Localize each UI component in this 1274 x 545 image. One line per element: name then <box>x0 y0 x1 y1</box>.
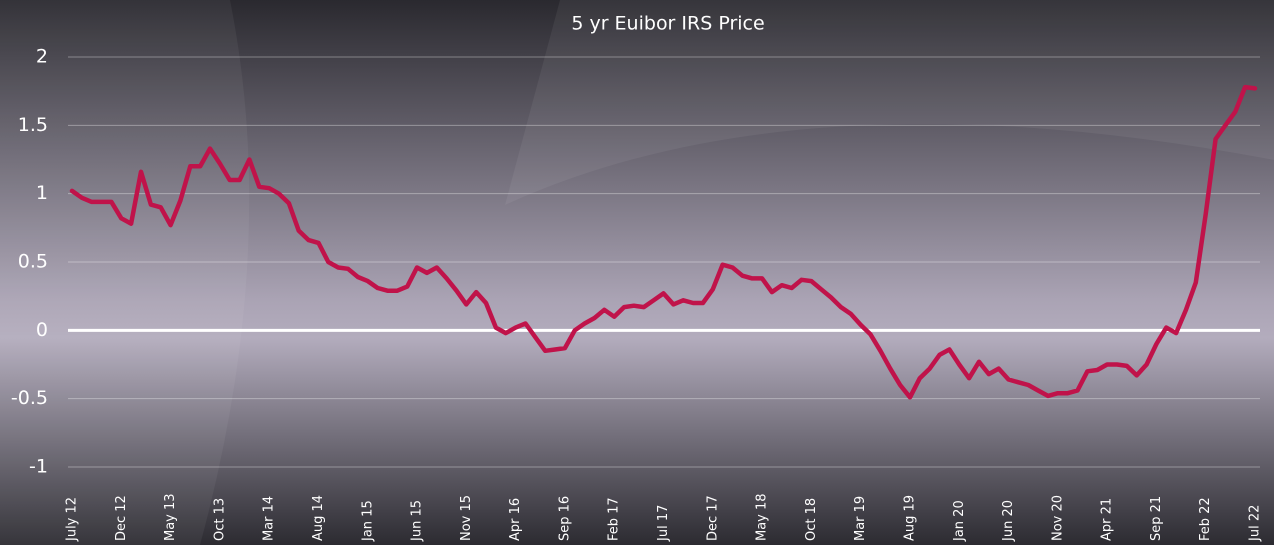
x-tick-label: Feb 17 <box>607 497 622 541</box>
decor <box>505 0 1274 205</box>
y-tick-label: 2 <box>36 46 48 68</box>
marks <box>69 84 1258 400</box>
x-tick-label: May 13 <box>163 493 178 541</box>
x-tick-label: Nov 20 <box>1050 495 1065 541</box>
x-tick-label: Aug 19 <box>902 495 917 541</box>
x-tick-label: Jul 22 <box>1248 505 1263 542</box>
x-tick-label: Jan 20 <box>952 500 967 542</box>
grid <box>68 56 1260 468</box>
x-tick-label: Nov 15 <box>459 495 474 541</box>
x-tick-label: Mar 14 <box>262 496 277 541</box>
y-tick-label: 1.5 <box>18 114 48 136</box>
x-tick-label: Jan 15 <box>360 500 375 542</box>
x-tick-label: Jun 20 <box>1001 500 1016 542</box>
x-tick-label: Apr 16 <box>508 498 523 541</box>
x-tick-label: Sep 16 <box>557 496 572 541</box>
x-tick-label: Oct 13 <box>212 498 227 541</box>
line <box>69 84 1258 400</box>
x-tick-label: Apr 21 <box>1100 498 1115 541</box>
y-tick-label: 0.5 <box>18 251 48 273</box>
y-tick-label: 1 <box>36 182 48 204</box>
x-tick-label: Aug 14 <box>311 495 326 541</box>
x-tick-label: Dec 12 <box>114 495 129 541</box>
x-tick-label: Jul 17 <box>656 505 671 542</box>
x-tick-label: Sep 21 <box>1149 496 1164 541</box>
y-tick-label: -0.5 <box>11 387 48 409</box>
x-tick-label: Feb 22 <box>1198 497 1213 541</box>
x-tick-label: Mar 19 <box>853 496 868 541</box>
x-tick-label: Oct 18 <box>804 498 819 541</box>
x-tick-label: July 12 <box>65 497 80 542</box>
x-tick-label: Dec 17 <box>705 495 720 541</box>
x-tick-label: Jun 15 <box>410 500 425 542</box>
chart-title: 5 yr Euibor IRS Price <box>571 13 764 35</box>
x-tick-label: May 18 <box>755 493 770 541</box>
y-tick-label: 0 <box>36 319 48 341</box>
y-tick-label: -1 <box>29 456 48 478</box>
decor <box>0 0 250 545</box>
